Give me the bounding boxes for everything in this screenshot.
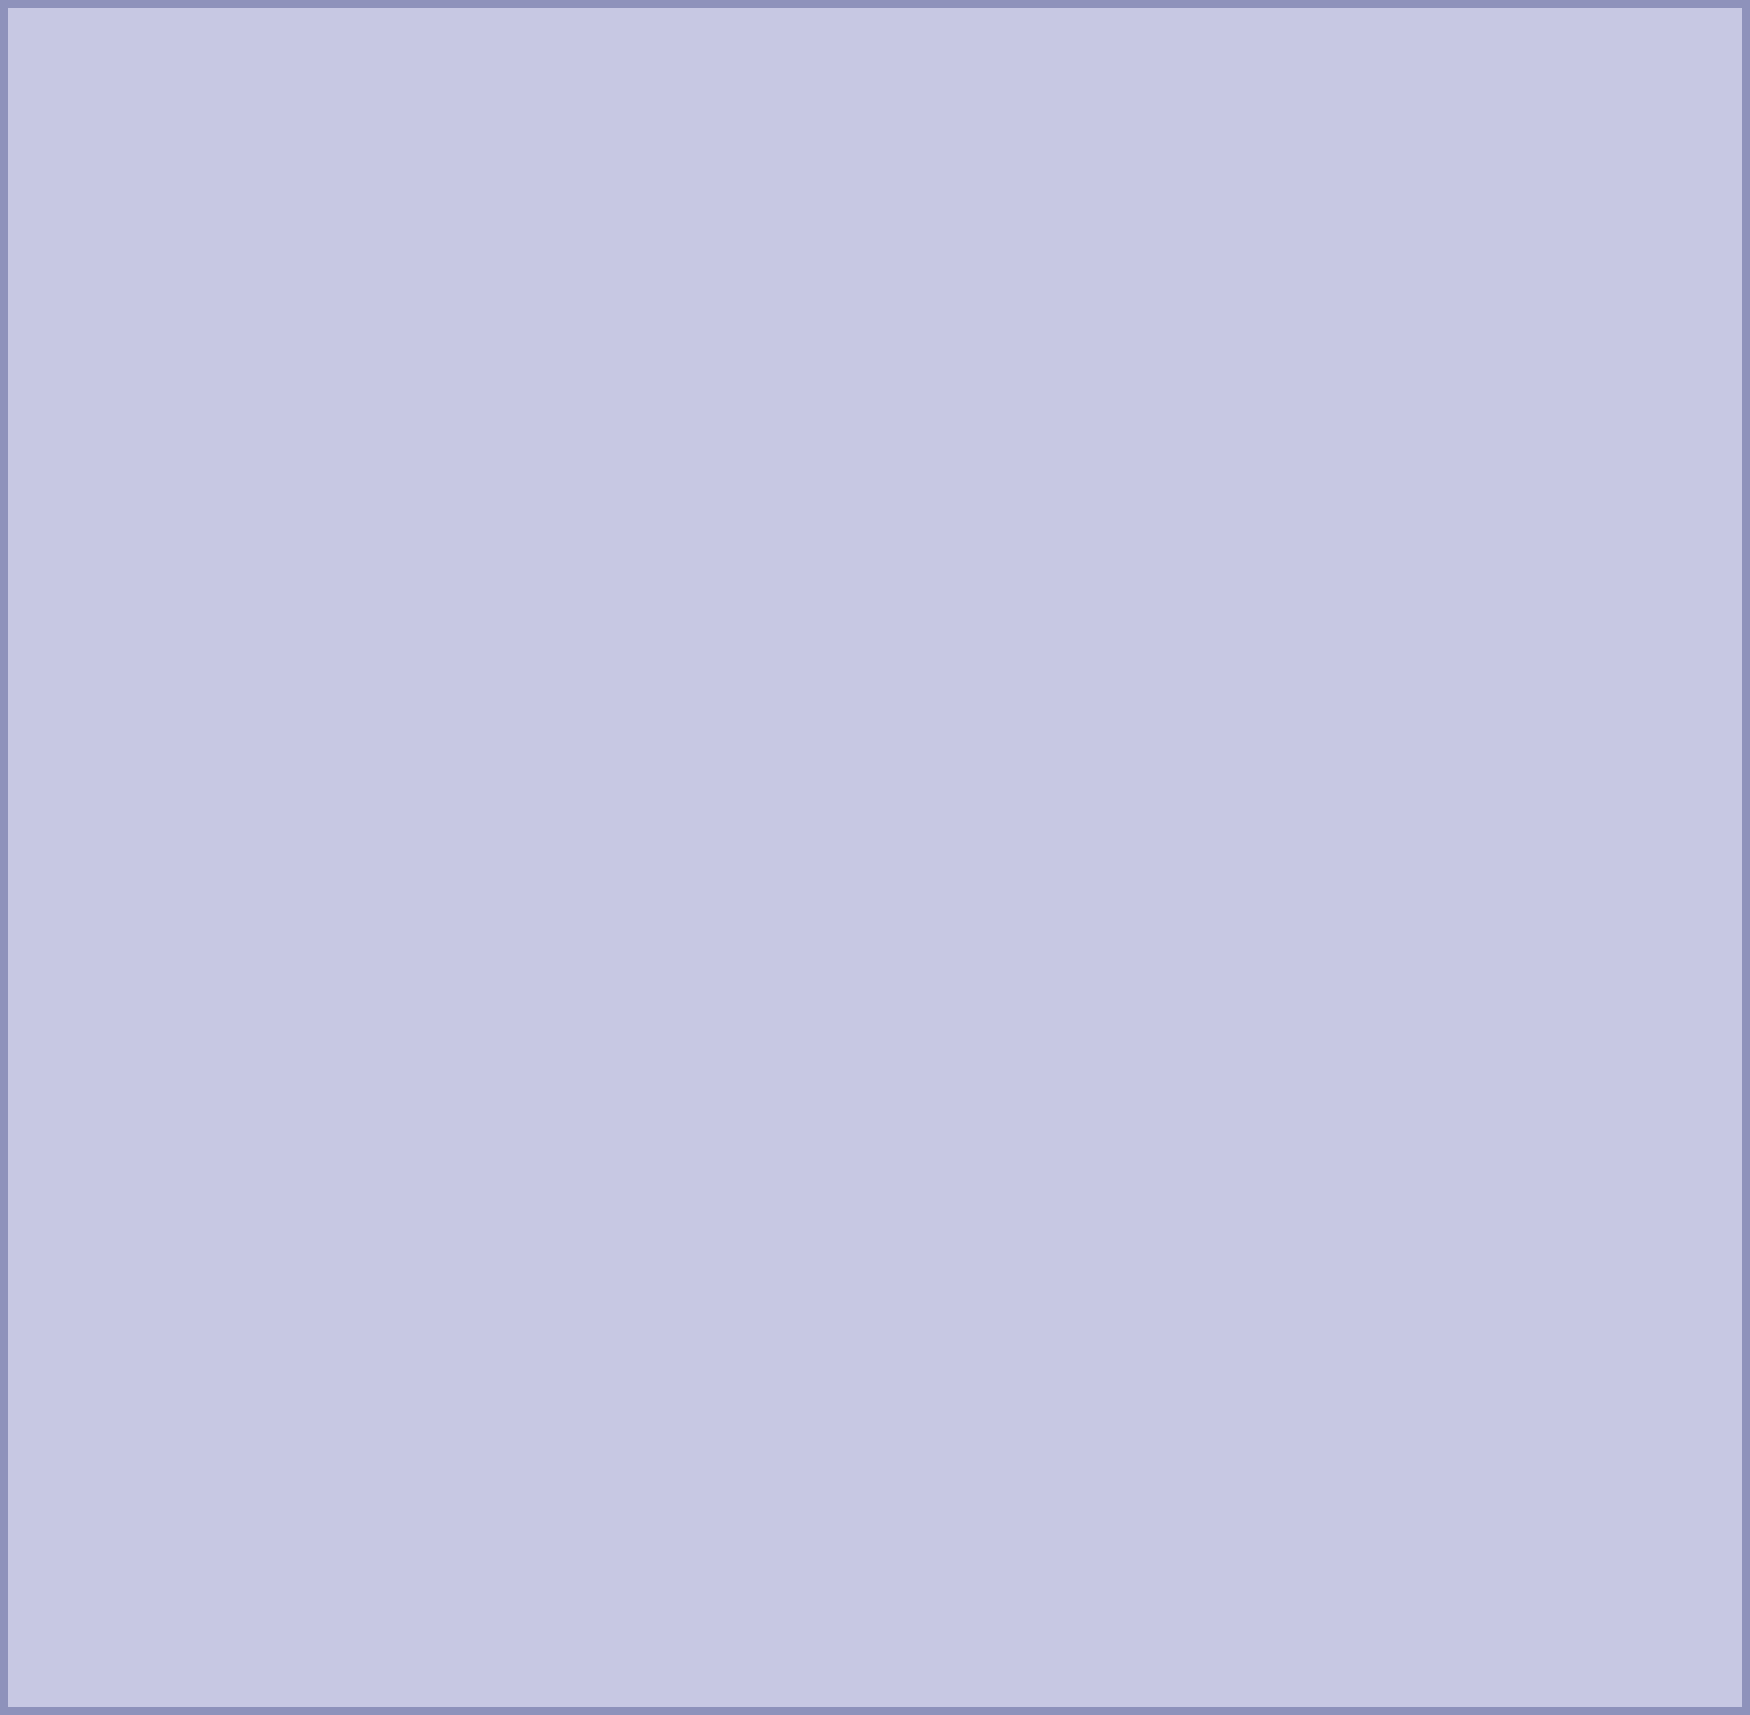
figure-frame: [0, 0, 1750, 1715]
figure-root: [0, 0, 1750, 1715]
go-enrichment-network-figure: [0, 0, 1750, 1715]
